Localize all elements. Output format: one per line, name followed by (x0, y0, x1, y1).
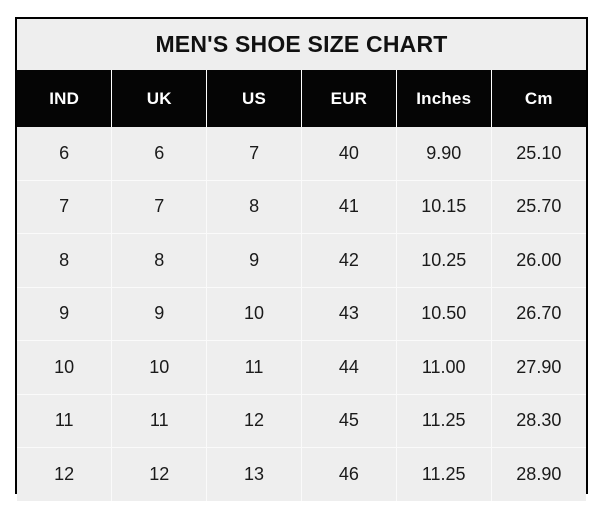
chart-title-band: MEN'S SHOE SIZE CHART (17, 19, 586, 70)
table-row: 7 7 8 41 10.15 25.70 (17, 180, 586, 234)
cell-cm: 28.90 (491, 447, 586, 501)
cell-us: 8 (206, 180, 302, 234)
cell-ind: 8 (17, 233, 113, 288)
cell-inches: 11.25 (396, 394, 492, 448)
cell-uk: 12 (111, 447, 208, 501)
cell-inches: 10.50 (396, 287, 492, 341)
table-row: 10 10 11 44 11.00 27.90 (17, 340, 586, 395)
cell-cm: 26.70 (491, 287, 586, 341)
table-row: 9 9 10 43 10.50 26.70 (17, 287, 586, 341)
column-header-ind: IND (17, 70, 113, 127)
table-row: 12 12 13 46 11.25 28.90 (17, 447, 586, 501)
cell-ind: 12 (17, 447, 113, 501)
cell-cm: 25.70 (491, 180, 586, 234)
cell-uk: 7 (111, 180, 208, 234)
cell-eur: 44 (301, 340, 397, 395)
column-header-cm: Cm (491, 70, 586, 127)
cell-ind: 10 (17, 340, 113, 395)
cell-eur: 43 (301, 287, 397, 341)
cell-eur: 42 (301, 233, 397, 288)
table-header: IND UK US EUR Inches Cm (17, 70, 586, 127)
cell-cm: 28.30 (491, 394, 586, 448)
cell-inches: 11.00 (396, 340, 492, 395)
table-body: 6 6 7 40 9.90 25.10 7 7 8 41 10.15 25.70… (17, 127, 586, 501)
column-header-us: US (206, 70, 302, 127)
cell-inches: 9.90 (396, 127, 492, 181)
cell-cm: 25.10 (491, 127, 586, 181)
cell-uk: 6 (111, 127, 208, 181)
cell-ind: 11 (17, 394, 113, 448)
cell-us: 9 (206, 233, 302, 288)
cell-cm: 26.00 (491, 233, 586, 288)
cell-eur: 41 (301, 180, 397, 234)
table-row: 11 11 12 45 11.25 28.30 (17, 394, 586, 448)
cell-ind: 9 (17, 287, 113, 341)
column-header-eur: EUR (301, 70, 397, 127)
cell-eur: 40 (301, 127, 397, 181)
column-header-inches: Inches (396, 70, 492, 127)
cell-ind: 6 (17, 127, 113, 181)
table-header-row: IND UK US EUR Inches Cm (17, 70, 586, 127)
table-row: 8 8 9 42 10.25 26.00 (17, 233, 586, 288)
table-row: 6 6 7 40 9.90 25.10 (17, 127, 586, 181)
cell-us: 12 (206, 394, 302, 448)
size-chart-card: MEN'S SHOE SIZE CHART IND UK US EUR Inch… (15, 17, 588, 501)
cell-inches: 11.25 (396, 447, 492, 501)
cell-inches: 10.25 (396, 233, 492, 288)
cell-cm: 27.90 (491, 340, 586, 395)
page-title: MEN'S SHOE SIZE CHART (155, 31, 448, 57)
cell-eur: 45 (301, 394, 397, 448)
shoe-size-table: IND UK US EUR Inches Cm 6 6 7 40 9.90 25… (17, 70, 586, 501)
cell-us: 7 (206, 127, 302, 181)
cell-us: 13 (206, 447, 302, 501)
cell-us: 10 (206, 287, 302, 341)
column-header-uk: UK (111, 70, 208, 127)
cell-uk: 8 (111, 233, 208, 288)
cell-us: 11 (206, 340, 302, 395)
cell-inches: 10.15 (396, 180, 492, 234)
cell-uk: 11 (111, 394, 208, 448)
cell-uk: 10 (111, 340, 208, 395)
cell-uk: 9 (111, 287, 208, 341)
cell-ind: 7 (17, 180, 113, 234)
cell-eur: 46 (301, 447, 397, 501)
